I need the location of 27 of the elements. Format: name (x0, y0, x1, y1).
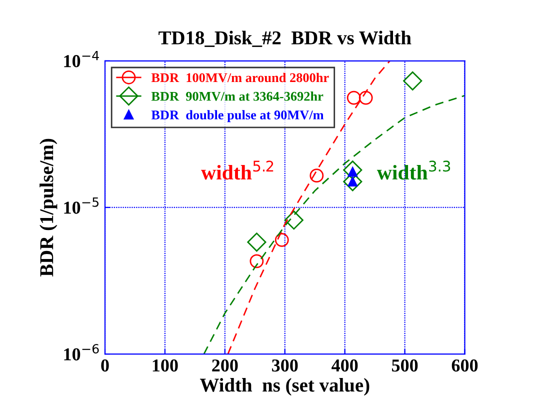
y-axis-title: BDR (1/pulse/m) (40, 138, 58, 277)
x-tick-label: 300 (272, 359, 298, 372)
x-axis-title: Width ns (set value) (200, 378, 370, 396)
x-tick-label: 500 (392, 359, 418, 372)
legend-label: BDR double pulse at 90MV/m (151, 110, 324, 122)
point (250, 254, 264, 268)
x-tick-label: 200 (212, 359, 238, 372)
point (358, 90, 373, 105)
x-tick-label: 0 (101, 359, 109, 372)
point (403, 71, 422, 90)
point (346, 90, 361, 105)
point (274, 233, 289, 247)
y-tick-label: 10$^{−4}$ (64, 50, 99, 68)
chart-title: TD18_Disk_#2 BDR vs Width (158, 30, 412, 47)
annotation: width$^{3.3}$ (376, 160, 450, 180)
point (284, 210, 304, 230)
legend-label: BDR 90MV/m at 3364-3692hr (151, 92, 324, 101)
point (247, 232, 266, 252)
x-tick-label: 400 (332, 359, 358, 372)
point (343, 160, 362, 180)
point (310, 168, 324, 183)
legend-label: BDR 100MV/m around 2800hr (151, 72, 329, 82)
x-tick-label: 600 (452, 359, 478, 372)
y-tick-label: 10$^{−6}$ (64, 344, 99, 360)
annotation: width$^{5.2}$ (201, 160, 274, 180)
y-tick-label: 10$^{−5}$ (64, 198, 99, 214)
x-tick-label: 100 (152, 359, 178, 372)
